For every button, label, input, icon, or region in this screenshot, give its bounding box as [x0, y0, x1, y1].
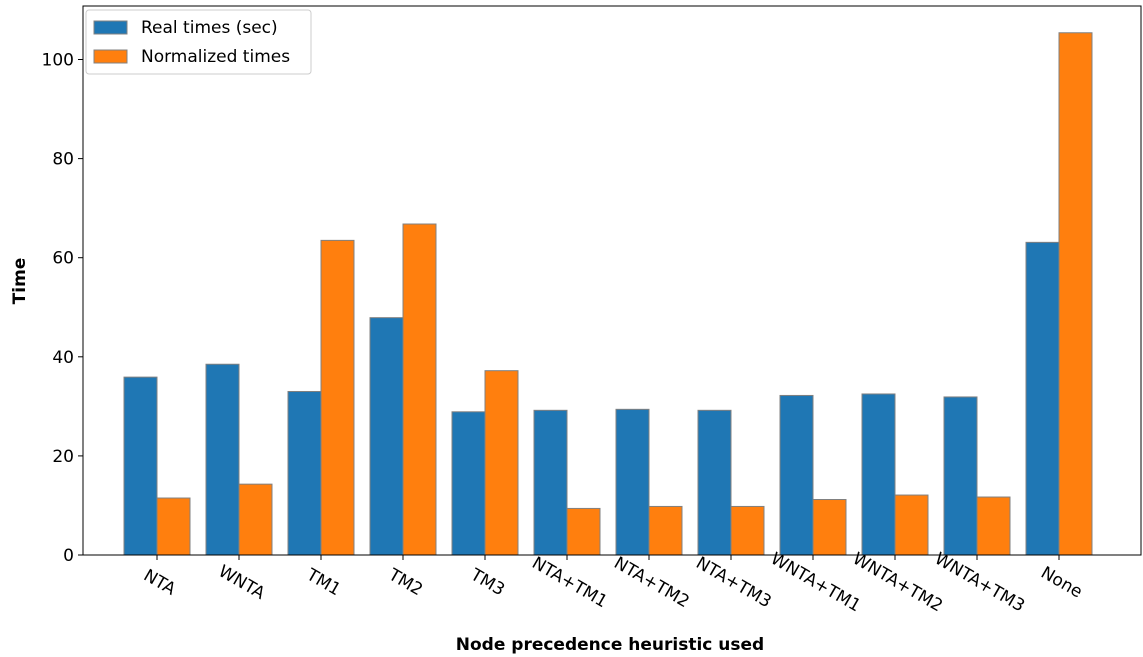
bar-normalized-wnta-tm2 — [894, 494, 929, 556]
legend-box — [85, 9, 312, 75]
bar-real-nta-tm1 — [533, 409, 568, 556]
bar-real-nta-tm2 — [615, 408, 650, 556]
legend-label-real-times: Real times (sec) — [141, 18, 278, 38]
x-tick-label: TM1 — [302, 565, 344, 601]
x-tick-label: NTA+TM3 — [692, 553, 774, 612]
bar-real-wnta-tm3 — [943, 396, 978, 556]
bar-real-tm3 — [451, 411, 486, 556]
y-tick-label: 60 — [52, 249, 74, 269]
bar-real-wnta-tm2 — [861, 393, 896, 556]
x-tick-label: WNTA+TM2 — [849, 549, 946, 616]
x-tick-label: NTA+TM2 — [610, 553, 692, 612]
bar-normalized-nta-tm2 — [648, 505, 683, 556]
bars-group — [123, 32, 1093, 556]
plot-frame — [82, 5, 1142, 556]
bar-normalized-tm1 — [320, 239, 355, 556]
x-tick-label: WNTA+TM3 — [931, 549, 1028, 616]
bar-normalized-tm2 — [402, 223, 437, 556]
bar-real-wnta-tm1 — [779, 394, 814, 556]
x-tick-label: TM2 — [384, 565, 426, 601]
x-tick-label: WNTA — [215, 561, 269, 604]
x-tick-label: NTA — [140, 566, 179, 600]
y-tick-label: 40 — [52, 348, 74, 368]
y-tick-label: 80 — [52, 150, 74, 170]
x-tick-label: TM3 — [466, 565, 508, 601]
legend-label-normalized-times: Normalized times — [141, 47, 290, 67]
bar-real-nta-tm3 — [697, 409, 732, 556]
x-tick-label: NTA+TM1 — [528, 553, 610, 612]
bar-normalized-wnta — [238, 483, 273, 556]
bar-real-nta — [123, 376, 158, 556]
bar-real-wnta — [205, 363, 240, 556]
bar-normalized-nta-tm3 — [730, 505, 765, 556]
bar-normalized-tm3 — [484, 370, 519, 556]
x-axis-title: Node precedence heuristic used — [456, 635, 764, 655]
y-axis-title: Time — [10, 258, 30, 305]
bar-real-tm1 — [287, 390, 322, 556]
legend-swatch-normalized-times — [93, 49, 128, 64]
x-tick-label: WNTA+TM1 — [767, 549, 864, 616]
bar-real-tm2 — [369, 317, 404, 556]
y-axis-ticks: 0 20 40 60 80 100 — [42, 51, 83, 566]
bar-normalized-none — [1058, 32, 1093, 556]
x-tick-label: None — [1037, 563, 1085, 603]
y-tick-label: 100 — [42, 51, 74, 71]
y-tick-label: 0 — [63, 546, 74, 566]
bar-real-none — [1025, 241, 1060, 556]
bar-normalized-wnta-tm1 — [812, 499, 847, 556]
legend-swatch-real-times — [93, 20, 128, 35]
x-axis-ticks: NTA WNTA TM1 TM2 TM3 NTA+TM1 NTA+TM2 NTA+TM3WNT… — [140, 549, 1086, 616]
legend: Real times (sec) Normalized times — [85, 9, 312, 75]
bar-normalized-nta-tm1 — [566, 507, 601, 556]
bar-normalized-wnta-tm3 — [976, 496, 1011, 556]
y-tick-label: 20 — [52, 447, 74, 467]
bar-normalized-nta — [156, 497, 191, 556]
